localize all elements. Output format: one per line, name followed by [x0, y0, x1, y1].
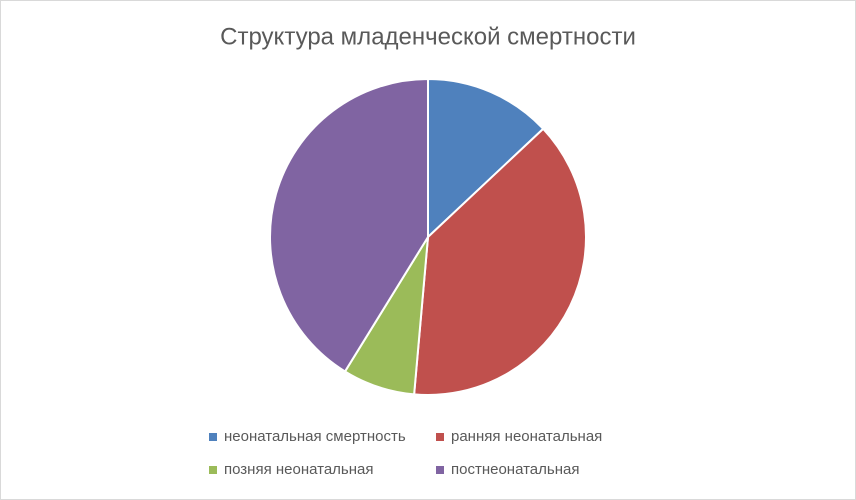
legend-label: позняя неонатальная [224, 461, 374, 478]
legend-swatch [436, 433, 444, 441]
pie-slice [413, 127, 587, 396]
legend-swatch [209, 433, 217, 441]
chart-title: Структура младенческой смертности [220, 23, 636, 50]
legend-swatch [436, 466, 444, 474]
legend-swatch [209, 466, 217, 474]
legend-label: постнеонатальная [451, 461, 579, 478]
pie-slice [427, 77, 545, 240]
pie-slice [269, 77, 429, 373]
legend-label: неонатальная смертность [224, 428, 406, 445]
legend-label: ранняя неонатальная [451, 428, 602, 445]
